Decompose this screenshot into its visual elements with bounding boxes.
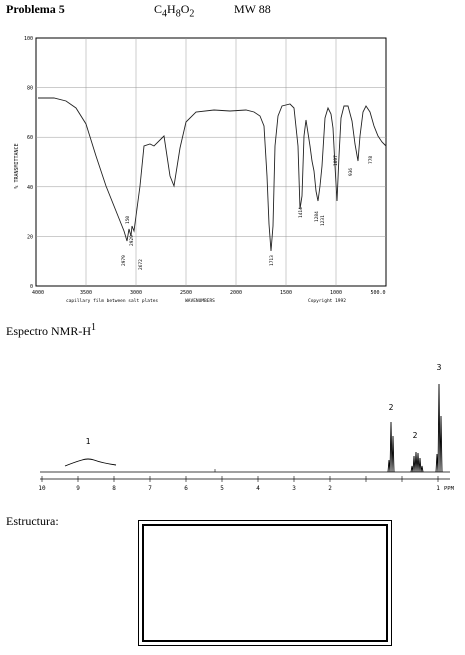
ir-x-tick: 4000 bbox=[32, 290, 44, 296]
molecular-formula: C4H8O2 bbox=[154, 2, 195, 20]
nmr-x-tick: 3 bbox=[292, 485, 296, 492]
ir-x-tick: 500.0 bbox=[370, 290, 385, 296]
ir-peak-label: 936 bbox=[348, 168, 354, 176]
ir-y-tick: 40 bbox=[27, 185, 33, 191]
nmr-x-tick: 10 bbox=[38, 485, 46, 492]
problem-header: Problema 5 C4H8O2 MW 88 bbox=[6, 2, 446, 20]
ir-peak-label: 1097 bbox=[333, 155, 339, 166]
nmr-x-tick: 9 bbox=[76, 485, 80, 492]
nmr-x-tick: 4 bbox=[256, 485, 260, 492]
nmr-x-tick: 8 bbox=[112, 485, 116, 492]
ir-y-tick: 80 bbox=[27, 86, 33, 92]
ir-peak-label: 150 bbox=[125, 216, 131, 224]
ir-plot-frame bbox=[35, 37, 387, 287]
nmr-x-tick: 6 bbox=[184, 485, 188, 492]
ir-trace bbox=[38, 97, 387, 252]
ir-x-tick: 1000 bbox=[330, 290, 342, 296]
nmr-integral-label: 1 bbox=[86, 437, 91, 446]
ir-y-tick: 20 bbox=[27, 234, 33, 240]
nmr-x-unit: PPM bbox=[444, 486, 455, 492]
ir-peak-label: 2672 bbox=[138, 259, 144, 270]
nmr-ch3-triplet bbox=[435, 383, 443, 473]
nmr-title-text: Espectro NMR-H bbox=[6, 324, 91, 338]
ir-peak-label: 1231 bbox=[320, 215, 326, 226]
ir-sample-note: capillary film between salt plates bbox=[66, 298, 158, 304]
nmr-integral-label: 3 bbox=[437, 363, 442, 372]
nmr-integral-label: 2 bbox=[413, 431, 418, 440]
ir-x-tick: 1500 bbox=[280, 290, 292, 296]
nmr-integral-label: 2 bbox=[389, 403, 394, 412]
ir-peak-label: 1414 bbox=[298, 207, 304, 218]
ir-x-tick: 3000 bbox=[130, 290, 142, 296]
ir-peak-label: 2979 bbox=[121, 255, 127, 266]
molecular-weight: MW 88 bbox=[234, 2, 271, 16]
structure-title: Estructura: bbox=[6, 514, 59, 528]
ir-spectrum: % TRANSMITTANCE 100 80 60 40 20 0 4000 3… bbox=[14, 36, 387, 304]
ir-x-axis-label: WAVENUMBERS bbox=[185, 298, 215, 304]
nmr-title-superscript: 1 bbox=[90, 322, 96, 333]
ir-copyright: Copyright 1992 bbox=[308, 298, 346, 304]
problem-title: Problema 5 bbox=[6, 2, 65, 16]
structure-answer-box bbox=[138, 520, 392, 646]
nmr-x-tick: 1 bbox=[436, 485, 440, 492]
nmr-cooh-peak bbox=[64, 458, 117, 467]
ir-y-tick: 100 bbox=[24, 36, 33, 42]
ir-grid bbox=[36, 38, 386, 286]
ir-peak-label: 1713 bbox=[269, 255, 275, 266]
ir-peak-label: 2929 bbox=[129, 235, 135, 246]
nmr-x-tick: 7 bbox=[148, 485, 152, 492]
ir-x-tick: 2000 bbox=[230, 290, 242, 296]
ir-y-tick: 0 bbox=[30, 284, 33, 290]
ir-peak-label: 1284 bbox=[314, 211, 320, 222]
nmr-x-tick: 2 bbox=[328, 485, 332, 492]
ir-y-axis-label: % TRANSMITTANCE bbox=[14, 143, 20, 188]
nmr-ticks bbox=[41, 476, 439, 482]
nmr-ch2-triplet bbox=[387, 421, 395, 473]
ir-x-tick: 3500 bbox=[80, 290, 92, 296]
nmr-section-title: Espectro NMR-H1 bbox=[6, 322, 96, 339]
nmr-ch2-sextet bbox=[410, 451, 424, 473]
nmr-spectrum: 10 9 8 7 6 5 4 3 2 1 PPM 1 2 2 3 bbox=[38, 363, 455, 492]
nmr-x-tick: 5 bbox=[220, 485, 224, 492]
ir-peak-label: 778 bbox=[368, 156, 374, 164]
ir-y-tick: 60 bbox=[27, 135, 33, 141]
structure-answer-box-inner bbox=[142, 524, 388, 642]
ir-x-tick: 2500 bbox=[180, 290, 192, 296]
